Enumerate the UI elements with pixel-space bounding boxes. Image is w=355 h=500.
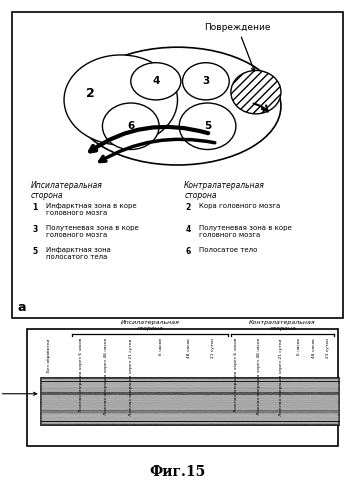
Text: Ложная операция через 6 часов: Ложная операция через 6 часов (234, 338, 238, 412)
Bar (41, 378, 339, 425)
Text: Полутеневая зона в коре
головного мозга: Полутеневая зона в коре головного мозга (46, 225, 138, 238)
Text: 48 часов: 48 часов (312, 338, 316, 358)
Text: Инфарктная зона
полосатого тела: Инфарктная зона полосатого тела (46, 248, 110, 260)
Text: Инфарктная зона в коре
головного мозга: Инфарктная зона в коре головного мозга (46, 203, 136, 216)
Text: GMCSFR: GMCSFR (0, 389, 37, 398)
Text: Ипсилатеральная
сторона: Ипсилатеральная сторона (121, 320, 179, 330)
Text: Ложная операция через 48 часов: Ложная операция через 48 часов (104, 338, 108, 415)
Bar (41, 392, 339, 395)
Text: Повреждение: Повреждение (204, 22, 271, 71)
Text: Ложная операция через 6 часов: Ложная операция через 6 часов (79, 338, 83, 412)
Text: Фиг.15: Фиг.15 (149, 466, 206, 479)
Text: Контралатеральная
сторона: Контралатеральная сторона (249, 320, 316, 330)
Ellipse shape (64, 55, 178, 145)
Ellipse shape (102, 103, 159, 150)
Ellipse shape (179, 103, 236, 150)
Text: Полутеневая зона в коре
головного мозга: Полутеневая зона в коре головного мозга (199, 225, 292, 238)
Text: 4: 4 (186, 225, 191, 234)
Text: Кора головного мозга: Кора головного мозга (199, 203, 280, 209)
Text: 2: 2 (86, 87, 95, 100)
Text: 3: 3 (32, 225, 38, 234)
Text: Ложная операция через 48 часов: Ложная операция через 48 часов (257, 338, 261, 415)
Text: Полосатое тело: Полосатое тело (199, 248, 258, 254)
Ellipse shape (182, 62, 229, 100)
Text: Без обработки: Без обработки (47, 338, 51, 372)
Text: 6 часов: 6 часов (297, 338, 301, 355)
Text: Контралатеральная
сторона: Контралатеральная сторона (184, 180, 265, 200)
Text: a: a (17, 300, 26, 314)
Bar (41, 378, 339, 425)
Text: 21 сутки: 21 сутки (326, 338, 330, 358)
Text: 5: 5 (32, 248, 38, 256)
Text: 6: 6 (186, 248, 191, 256)
Text: Ипсилатеральная
сторона: Ипсилатеральная сторона (31, 180, 103, 200)
Text: 4: 4 (152, 76, 159, 86)
Bar (41, 410, 339, 412)
Text: 21 сутки: 21 сутки (211, 338, 214, 358)
Text: 5: 5 (204, 121, 211, 131)
Text: 6 часов: 6 часов (159, 338, 163, 355)
Text: 6: 6 (127, 121, 135, 131)
Ellipse shape (231, 70, 281, 114)
Text: 2: 2 (186, 203, 191, 212)
Text: 48 часов: 48 часов (187, 338, 191, 358)
Text: Ложная операция через 21 сутки: Ложная операция через 21 сутки (129, 338, 133, 415)
Ellipse shape (74, 47, 281, 165)
Text: 3: 3 (202, 76, 209, 86)
Ellipse shape (131, 62, 181, 100)
Text: Ложная операция через 21 сутки: Ложная операция через 21 сутки (279, 338, 283, 415)
Text: 1: 1 (32, 203, 38, 212)
